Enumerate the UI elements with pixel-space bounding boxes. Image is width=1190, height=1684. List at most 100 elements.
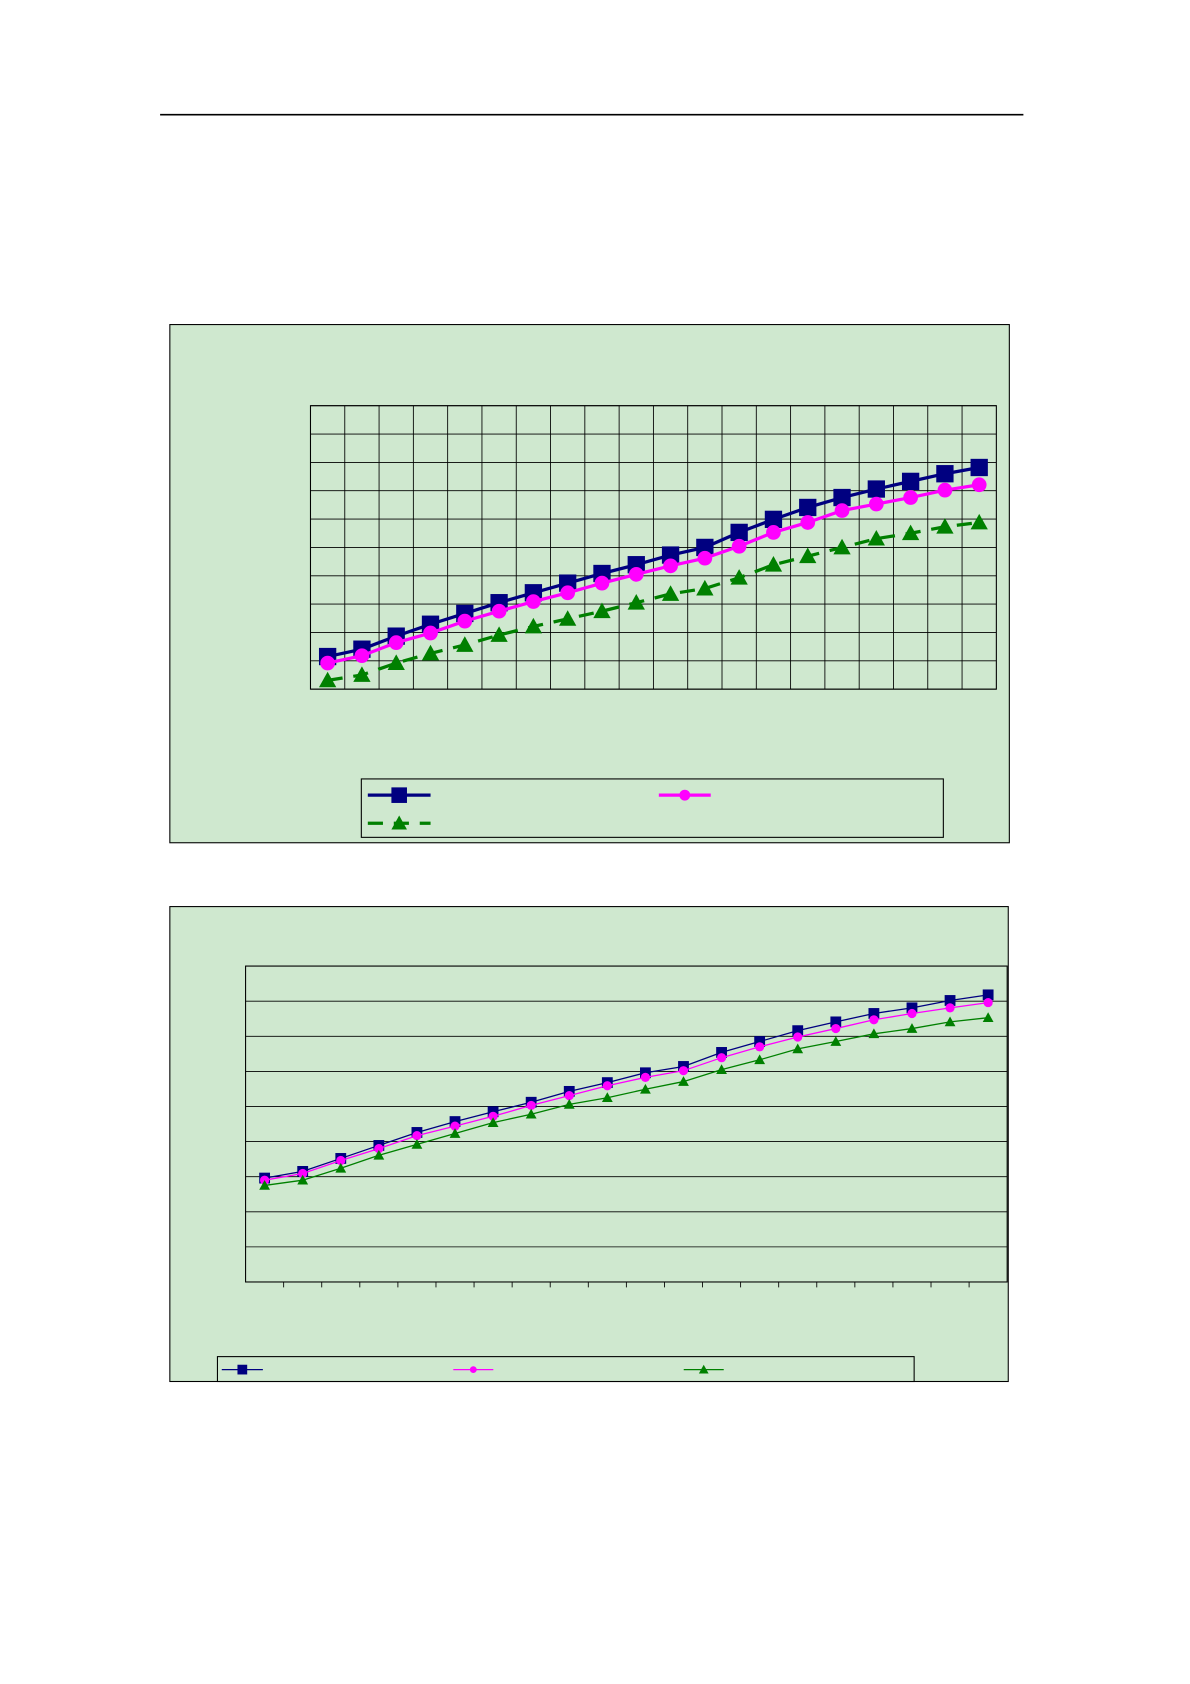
marker bbox=[936, 465, 954, 483]
marker bbox=[982, 1012, 994, 1023]
marker bbox=[259, 1180, 271, 1190]
legend bbox=[360, 778, 944, 838]
marker bbox=[730, 523, 748, 542]
marker bbox=[716, 1064, 727, 1074]
marker bbox=[830, 1016, 842, 1028]
series-line bbox=[264, 1017, 989, 1187]
marker bbox=[903, 490, 918, 505]
marker bbox=[982, 989, 994, 1001]
marker bbox=[336, 1155, 346, 1166]
marker bbox=[799, 547, 817, 564]
chart bbox=[169, 324, 1010, 844]
marker bbox=[799, 498, 817, 517]
legend-marker bbox=[698, 1364, 709, 1374]
marker bbox=[970, 458, 988, 477]
marker bbox=[526, 1100, 536, 1111]
marker bbox=[983, 997, 993, 1008]
marker bbox=[421, 644, 440, 661]
marker bbox=[731, 538, 747, 554]
marker bbox=[450, 1121, 460, 1131]
marker bbox=[412, 1131, 422, 1141]
marker bbox=[488, 1111, 498, 1121]
marker bbox=[559, 610, 577, 626]
marker bbox=[640, 1083, 651, 1094]
marker bbox=[696, 538, 714, 557]
marker bbox=[563, 1098, 575, 1109]
marker bbox=[602, 1081, 612, 1091]
marker bbox=[661, 546, 680, 564]
marker bbox=[697, 550, 713, 566]
marker bbox=[526, 594, 541, 609]
marker bbox=[297, 1174, 309, 1185]
marker bbox=[755, 1042, 765, 1052]
marker bbox=[456, 636, 474, 652]
marker bbox=[373, 1149, 385, 1160]
marker bbox=[593, 602, 611, 619]
marker bbox=[388, 635, 404, 651]
marker bbox=[387, 654, 405, 670]
marker bbox=[663, 558, 678, 574]
marker bbox=[831, 1023, 841, 1034]
legend-marker bbox=[237, 1364, 248, 1375]
marker bbox=[640, 1072, 651, 1082]
marker bbox=[869, 1015, 879, 1025]
marker bbox=[792, 1043, 804, 1054]
series-line bbox=[264, 1001, 989, 1181]
marker bbox=[970, 513, 988, 530]
marker bbox=[298, 1168, 308, 1179]
marker bbox=[627, 594, 645, 610]
marker bbox=[766, 525, 781, 540]
marker bbox=[792, 1025, 804, 1037]
marker bbox=[678, 1076, 689, 1086]
marker bbox=[936, 518, 954, 534]
marker bbox=[449, 1128, 461, 1138]
chart bbox=[169, 906, 1009, 1383]
marker bbox=[971, 477, 987, 493]
marker bbox=[601, 1092, 613, 1103]
marker bbox=[457, 613, 473, 629]
marker bbox=[525, 1108, 537, 1119]
marker bbox=[524, 617, 543, 634]
marker bbox=[945, 1003, 955, 1013]
legend-marker bbox=[391, 787, 407, 803]
marker bbox=[487, 1117, 499, 1127]
marker bbox=[830, 1036, 842, 1046]
marker bbox=[793, 1032, 803, 1042]
marker bbox=[696, 579, 714, 596]
legend-marker bbox=[679, 789, 691, 801]
marker bbox=[754, 1054, 766, 1065]
marker bbox=[868, 1008, 880, 1019]
marker bbox=[335, 1162, 347, 1173]
marker bbox=[374, 1144, 384, 1154]
marker bbox=[867, 529, 885, 546]
marker bbox=[354, 648, 370, 664]
marker bbox=[944, 1016, 956, 1027]
marker bbox=[560, 585, 576, 601]
marker bbox=[868, 496, 884, 512]
marker bbox=[907, 1008, 917, 1019]
marker bbox=[423, 625, 438, 641]
marker bbox=[944, 995, 956, 1006]
marker bbox=[564, 1091, 574, 1101]
marker bbox=[716, 1053, 727, 1063]
marker bbox=[730, 569, 748, 585]
marker bbox=[937, 482, 953, 498]
marker bbox=[906, 1023, 918, 1033]
marker bbox=[833, 488, 851, 507]
legend-marker bbox=[391, 815, 407, 830]
marker bbox=[490, 626, 508, 642]
marker bbox=[661, 585, 680, 601]
marker bbox=[716, 1047, 727, 1058]
marker bbox=[320, 655, 335, 671]
marker bbox=[353, 666, 371, 682]
marker bbox=[800, 515, 816, 530]
marker bbox=[867, 480, 885, 498]
marker bbox=[754, 1036, 766, 1047]
marker bbox=[868, 1028, 880, 1039]
marker bbox=[628, 566, 644, 582]
marker bbox=[834, 503, 850, 518]
plot-area bbox=[245, 965, 1008, 1283]
marker bbox=[594, 575, 610, 591]
legend-marker bbox=[469, 1366, 477, 1374]
